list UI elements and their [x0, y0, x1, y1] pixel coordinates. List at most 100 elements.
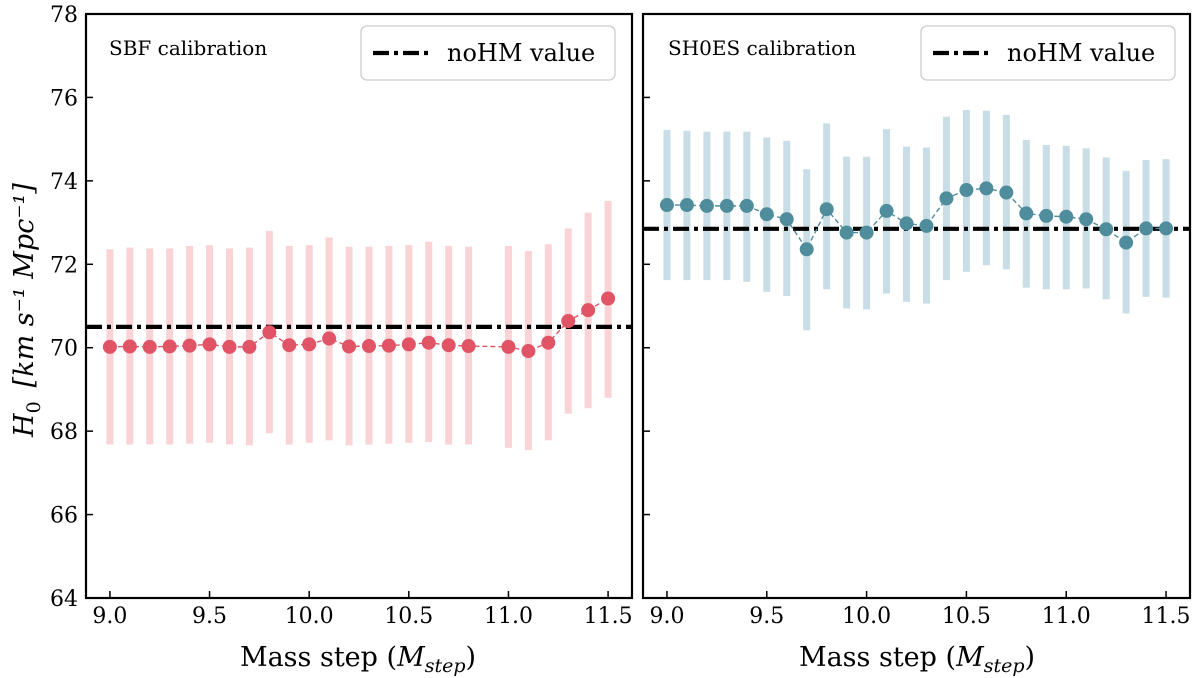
sh0es-data-point — [679, 198, 694, 213]
y-axis-label: H0 [km s⁻¹ Mpc⁻¹] — [9, 183, 45, 438]
sbf-data-point — [561, 314, 576, 329]
sbf-data-point — [381, 338, 396, 353]
sh0es-data-point — [659, 198, 674, 213]
sbf-data-point — [541, 335, 556, 350]
sh0es-errorbars — [663, 109, 1170, 331]
sh0es-data-point — [799, 242, 814, 257]
sh0es-legend-box — [920, 25, 1176, 81]
sbf-legend-box — [360, 25, 616, 81]
sbf-x-axis-label-subscript: step — [425, 655, 466, 677]
sbf-data-point — [322, 331, 337, 346]
y-axis-label-subscript: 0 — [23, 401, 45, 413]
sh0es-x-axis-label: Mass step (Mstep) — [799, 642, 1035, 677]
sh0es-data-point — [999, 185, 1014, 200]
sbf-data-point — [282, 338, 297, 353]
sh0es-x-axis-label-symbol: M — [955, 642, 985, 673]
sbf-legend-label: noHM value — [447, 39, 595, 67]
sbf-x-tick-label: 9.5 — [192, 604, 227, 629]
sbf-x-tick-label: 10.5 — [384, 604, 433, 629]
sh0es-x-tick-label: 11.5 — [1142, 604, 1191, 629]
sh0es-data-point — [859, 225, 874, 240]
sbf-data-point — [302, 337, 317, 352]
sbf-legend: noHM value — [360, 25, 616, 81]
sh0es-data-point — [899, 216, 914, 231]
sh0es-data-point — [1099, 222, 1114, 237]
sbf-y-tick-label: 78 — [50, 3, 78, 28]
sh0es-x-tick-label: 9.5 — [749, 604, 784, 629]
sh0es-legend: noHM value — [920, 25, 1176, 81]
sh0es-data-point — [1119, 235, 1134, 250]
sbf-data-point — [361, 339, 376, 354]
sh0es-data-point — [739, 198, 754, 213]
sbf-x-tick-label: 10.0 — [285, 604, 334, 629]
sbf-data-point — [601, 291, 616, 306]
sbf-y-tick-label: 66 — [50, 504, 78, 529]
sbf-x-axis-label-text: Mass step ( — [240, 642, 397, 673]
sbf-y-tick-label: 76 — [50, 86, 78, 111]
sbf-x-tick-label: 11.0 — [484, 604, 533, 629]
sh0es-points — [659, 181, 1174, 257]
sh0es-data-point — [1019, 206, 1034, 221]
sbf-data-point — [461, 339, 476, 354]
sh0es-x-axis-label-text: Mass step ( — [799, 642, 956, 673]
sbf-data-point — [401, 337, 416, 352]
sbf-x-axis-label-symbol: M — [396, 642, 426, 673]
sbf-y-tick-label: 64 — [50, 587, 78, 612]
panel-sbf: 9.0 9.5 10.0 10.5 11.0 11.5 64 66 68 70 72 74 76 78 S… — [50, 3, 634, 677]
sh0es-data-point — [819, 202, 834, 217]
sh0es-plot-frame — [641, 12, 1192, 600]
sh0es-data-point — [779, 212, 794, 227]
sh0es-data-point — [1079, 212, 1094, 227]
sbf-data-point — [122, 339, 137, 354]
sbf-data-point — [421, 335, 436, 350]
sbf-y-tick-label: 72 — [50, 253, 78, 278]
sh0es-data-point — [1139, 221, 1154, 236]
sbf-x-tick-label: 11.5 — [584, 604, 633, 629]
sbf-data-point — [202, 337, 217, 352]
sh0es-data-point — [719, 198, 734, 213]
sh0es-data-point — [1159, 221, 1174, 236]
sh0es-x-axis-label-subscript: step — [984, 655, 1025, 677]
sh0es-data-point — [1059, 209, 1074, 224]
sbf-data-point — [162, 339, 177, 354]
sh0es-annotation: SH0ES calibration — [668, 36, 856, 60]
sbf-x-axis-label: Mass step (Mstep) — [240, 642, 476, 677]
sh0es-x-tick-label: 11.0 — [1042, 604, 1091, 629]
sh0es-x-tick-label: 10.0 — [842, 604, 891, 629]
y-axis-label-units: [km s⁻¹ Mpc⁻¹] — [9, 183, 40, 388]
sh0es-data-point — [919, 218, 934, 233]
sbf-data-point — [262, 325, 277, 340]
sbf-annotation: SBF calibration — [109, 36, 267, 60]
sbf-data-point — [182, 338, 197, 353]
sh0es-x-tick-label: 9.0 — [649, 604, 684, 629]
sbf-data-point — [441, 338, 456, 353]
sh0es-data-point — [959, 183, 974, 198]
sbf-y-tick-label: 70 — [50, 337, 78, 362]
sbf-data-point — [342, 339, 357, 354]
sbf-data-point — [222, 339, 237, 354]
sbf-y-tick-label: 68 — [50, 420, 78, 445]
sh0es-x-tick-label: 10.5 — [942, 604, 991, 629]
sbf-ticks: 9.0 9.5 10.0 10.5 11.0 11.5 64 66 68 70 72 74 76 78 — [50, 3, 633, 629]
sbf-data-point — [242, 339, 257, 354]
sh0es-data-point — [759, 207, 774, 222]
sh0es-data-point — [1039, 208, 1054, 223]
sbf-data-point — [501, 339, 516, 354]
sbf-data-point — [102, 339, 117, 354]
panel-sh0es: 9.0 9.5 10.0 10.5 11.0 11.5 SH0ES calibration… — [641, 12, 1192, 677]
sbf-data-point — [521, 344, 536, 359]
sh0es-data-point — [699, 198, 714, 213]
sh0es-data-point — [839, 225, 854, 240]
sbf-data-point — [581, 303, 596, 318]
sh0es-data-point — [879, 203, 894, 218]
sbf-y-tick-label: 74 — [50, 170, 78, 195]
sbf-x-axis-label-close: ) — [466, 642, 477, 673]
sh0es-x-axis-label-close: ) — [1025, 642, 1036, 673]
sh0es-data-point — [939, 191, 954, 206]
sh0es-legend-label: noHM value — [1007, 39, 1155, 67]
y-axis-label-symbol: H — [9, 413, 40, 438]
sbf-data-point — [142, 339, 157, 354]
sbf-points — [102, 291, 616, 359]
sbf-plot-frame — [84, 12, 634, 600]
